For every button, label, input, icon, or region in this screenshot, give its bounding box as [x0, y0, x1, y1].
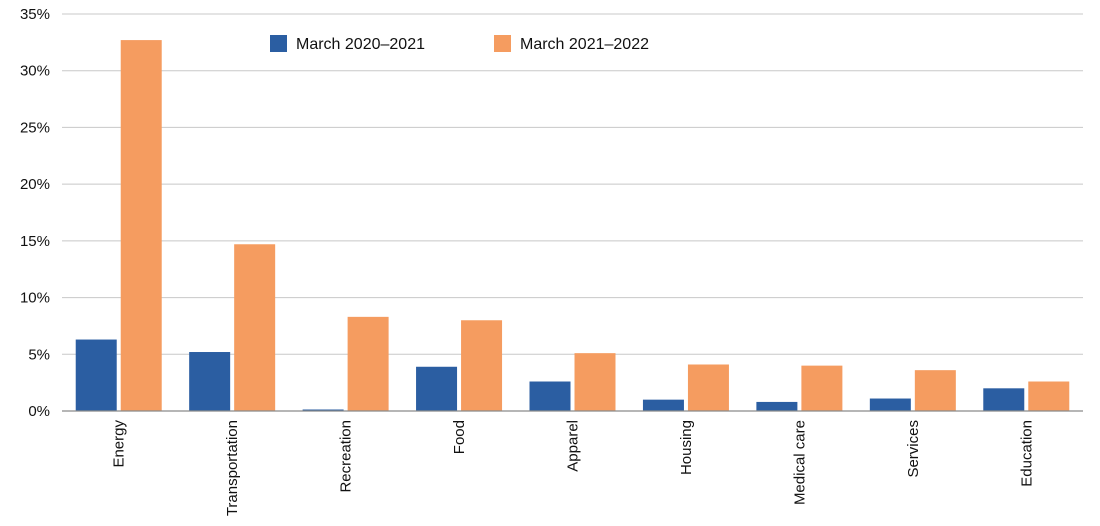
bar-housing-series-2: [687, 364, 729, 411]
y-tick-label: 35%: [20, 6, 50, 23]
legend-label: March 2021–2022: [520, 36, 649, 53]
y-tick-label: 30%: [20, 63, 50, 80]
x-tick-label: Housing: [678, 420, 695, 475]
y-axis-ticks: 0% 5% 10% 15% 20% 25% 30% 35%: [20, 6, 50, 420]
bar-recreation-series-2: [347, 316, 389, 411]
bar-transportation-series-1: [189, 352, 231, 411]
bar-transportation-series-2: [234, 244, 276, 411]
legend: March 2020–2021 March 2021–2022: [270, 35, 649, 53]
x-tick-label: Recreation: [338, 420, 355, 493]
bar-recreation-series-1: [302, 409, 344, 411]
bar-apparel-series-1: [529, 381, 571, 411]
x-tick-label: Apparel: [565, 420, 582, 472]
bar-energy-series-2: [120, 40, 162, 412]
bar-food-series-1: [416, 366, 458, 411]
bar-medical-care-series-1: [756, 401, 798, 411]
x-tick-label: Medical care: [791, 420, 808, 505]
legend-label: March 2020–2021: [296, 36, 425, 53]
x-tick-label: Services: [905, 420, 922, 478]
x-tick-label: Education: [1018, 420, 1035, 487]
y-tick-label: 15%: [20, 233, 50, 250]
x-tick-label: Food: [451, 420, 468, 454]
bar-services-series-1: [869, 398, 911, 411]
x-tick-label: Transportation: [224, 420, 241, 516]
y-tick-label: 0%: [28, 403, 50, 420]
x-tick-label: Energy: [111, 420, 128, 468]
bar-education-series-2: [1028, 381, 1070, 411]
bar-services-series-2: [914, 370, 956, 411]
bar-housing-series-1: [642, 399, 684, 411]
x-axis-ticks: Energy Transportation Recreation Food Appare…: [111, 420, 1036, 517]
legend-swatch: [270, 35, 287, 52]
y-tick-label: 20%: [20, 176, 50, 193]
y-tick-label: 10%: [20, 290, 50, 307]
gridlines: [62, 13, 1083, 355]
bar-energy-series-1: [75, 339, 117, 411]
bar-apparel-series-2: [574, 353, 616, 411]
bar-food-series-2: [461, 320, 503, 411]
bar-education-series-1: [983, 388, 1025, 411]
y-tick-label: 25%: [20, 119, 50, 136]
legend-swatch: [494, 35, 511, 52]
bars: [75, 40, 1070, 412]
bar-medical-care-series-2: [801, 365, 843, 411]
y-tick-label: 5%: [28, 346, 50, 363]
